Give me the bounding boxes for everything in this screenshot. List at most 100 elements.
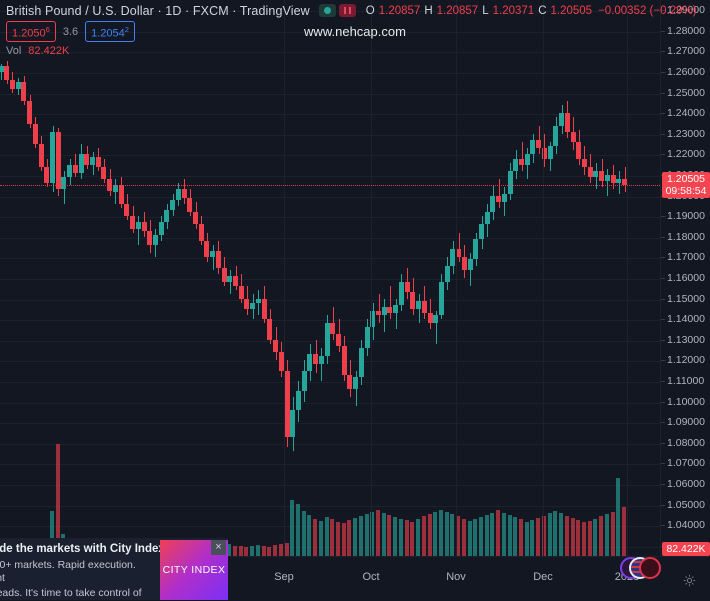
chart-legend: British Pound / U.S. Dollar · 1D · FXCM … bbox=[6, 2, 710, 58]
ask-badge[interactable]: 1.20542 bbox=[85, 20, 135, 43]
volume-legend-row: Vol 82.422K bbox=[6, 43, 710, 58]
price-axis[interactable]: 1.29000 1.28000 1.27000 1.26000 1.25000 1.240… bbox=[660, 0, 710, 556]
volume-bar bbox=[290, 500, 294, 556]
price-badge-time: 09:58:54 bbox=[665, 185, 707, 198]
volume-bar bbox=[593, 518, 597, 556]
candle-body bbox=[553, 125, 558, 147]
volume-bar bbox=[536, 517, 540, 556]
candle-wick bbox=[504, 187, 505, 217]
price-tick-label: 1.26000 bbox=[667, 66, 705, 79]
volume-bar bbox=[50, 511, 54, 556]
visibility-toggle-icon[interactable] bbox=[318, 4, 336, 17]
candle-body bbox=[422, 300, 427, 313]
volume-bar bbox=[513, 517, 517, 556]
candle-wick bbox=[379, 294, 380, 324]
candle-body bbox=[0, 65, 4, 73]
candle-body bbox=[250, 302, 255, 309]
candle-body bbox=[33, 123, 38, 145]
economic-events-icon[interactable] bbox=[620, 553, 666, 579]
candle-body bbox=[302, 370, 307, 392]
candle-body bbox=[525, 154, 530, 165]
price-tick-mark bbox=[661, 10, 665, 11]
grid-line bbox=[0, 31, 660, 33]
grid-line bbox=[0, 484, 660, 486]
candle-body bbox=[153, 234, 158, 246]
volume-bar bbox=[530, 520, 534, 556]
candle-body bbox=[84, 154, 89, 165]
volume-bar bbox=[616, 477, 620, 556]
candle-body bbox=[611, 175, 616, 184]
candle-body bbox=[182, 189, 187, 198]
candle-body bbox=[502, 193, 507, 202]
candle-body bbox=[462, 257, 467, 270]
candle-body bbox=[571, 131, 576, 143]
bid-badge[interactable]: 1.20506 bbox=[6, 20, 56, 43]
high-key: H bbox=[424, 4, 433, 17]
candle-body bbox=[193, 212, 198, 225]
candle-body bbox=[113, 185, 118, 192]
volume-bar bbox=[445, 511, 449, 556]
candle-wick bbox=[436, 310, 437, 344]
bars-toggle-icon[interactable] bbox=[338, 4, 356, 17]
candle-body bbox=[296, 391, 301, 410]
candle-body bbox=[376, 310, 381, 316]
candle-body bbox=[147, 230, 152, 246]
price-tick-mark bbox=[661, 381, 665, 382]
site-watermark: www.nehcap.com bbox=[304, 24, 406, 39]
volume-bar bbox=[542, 515, 546, 556]
candle-body bbox=[347, 374, 352, 390]
current-price-badge[interactable]: 1.20505 09:58:54 bbox=[662, 172, 710, 199]
price-tick-mark bbox=[661, 113, 665, 114]
high-value: 1.20857 bbox=[436, 4, 479, 17]
grid-line bbox=[0, 443, 660, 445]
ad-headline: Trade the markets with City Index bbox=[0, 543, 165, 555]
candle-body bbox=[262, 298, 267, 320]
price-tick-label: 1.07000 bbox=[667, 457, 705, 470]
spread-value: 3.6 bbox=[62, 25, 79, 38]
volume-bar bbox=[319, 520, 323, 556]
city-index-ad[interactable]: Trade the markets with City Index 4500+ … bbox=[0, 538, 228, 600]
candle-body bbox=[256, 298, 261, 303]
settings-gear-icon[interactable] bbox=[683, 574, 696, 587]
candle-body bbox=[565, 113, 570, 132]
volume-bar bbox=[553, 511, 557, 556]
candle-body bbox=[439, 282, 444, 316]
volume-badge[interactable]: 82.422K bbox=[662, 542, 710, 556]
volume-bar bbox=[365, 514, 369, 556]
price-tick-mark bbox=[661, 360, 665, 361]
ad-body-line-2: spreads. It's time to take control of yo… bbox=[0, 587, 142, 600]
volume-bar bbox=[256, 544, 260, 556]
volume-bar bbox=[473, 519, 477, 556]
candle-body bbox=[428, 313, 433, 324]
candle-body bbox=[605, 175, 610, 182]
volume-bar bbox=[502, 512, 506, 556]
candle-body bbox=[508, 170, 513, 194]
close-key: C bbox=[538, 4, 547, 17]
volume-bar bbox=[330, 519, 334, 556]
candle-body bbox=[50, 131, 55, 184]
price-tick-mark bbox=[661, 257, 665, 258]
volume-bar bbox=[262, 545, 266, 556]
candle-body bbox=[199, 224, 204, 241]
price-tick-mark bbox=[661, 154, 665, 155]
volume-bar bbox=[285, 542, 289, 556]
grid-line bbox=[0, 463, 660, 465]
candle-body bbox=[216, 251, 221, 268]
price-tick-mark bbox=[661, 134, 665, 135]
ad-close-icon[interactable]: × bbox=[211, 540, 226, 555]
event-badge-red-icon bbox=[639, 557, 661, 579]
candle-body bbox=[233, 275, 238, 287]
price-tick-mark bbox=[661, 93, 665, 94]
chart-plot-area[interactable] bbox=[0, 0, 660, 556]
volume-bar bbox=[468, 520, 472, 556]
candle-body bbox=[130, 216, 135, 229]
volume-bar bbox=[393, 517, 397, 556]
price-tick-label: 1.11000 bbox=[667, 374, 705, 387]
price-tick-mark bbox=[661, 505, 665, 506]
volume-bar bbox=[296, 503, 300, 556]
symbol-title[interactable]: British Pound / U.S. Dollar · 1D · FXCM … bbox=[6, 3, 310, 18]
volume-bar bbox=[399, 518, 403, 556]
candle-body bbox=[307, 354, 312, 371]
price-tick-mark bbox=[661, 484, 665, 485]
